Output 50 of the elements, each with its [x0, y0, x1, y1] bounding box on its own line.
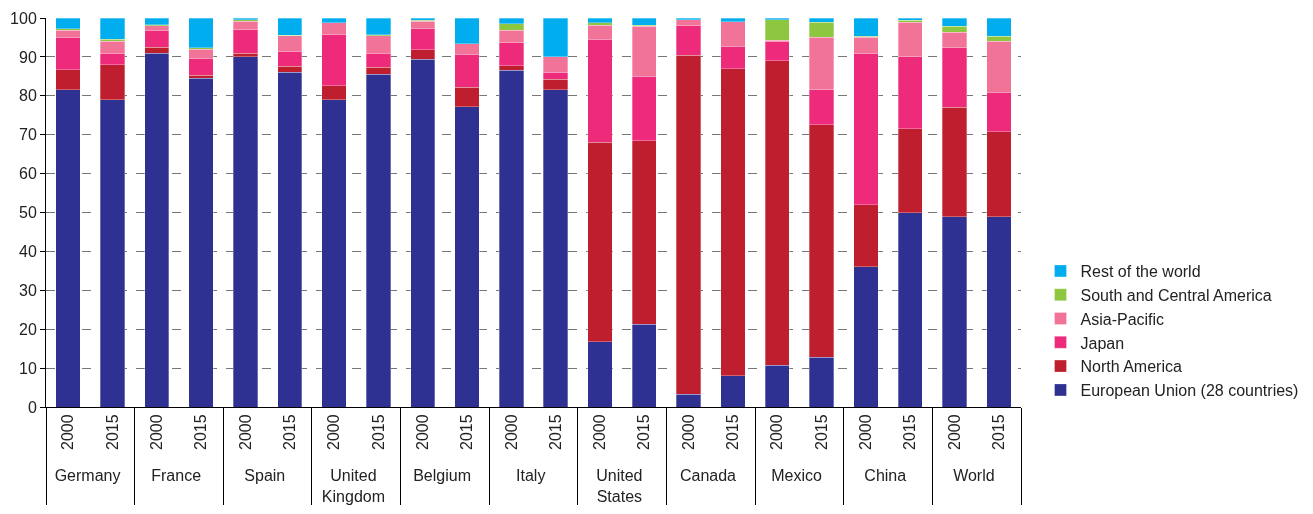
x-tick-label: 2000: [857, 414, 875, 450]
x-tick-label: 2015: [369, 414, 387, 450]
y-tick-label: 40: [19, 243, 37, 260]
text: Italy: [516, 466, 546, 484]
x-tick-label: 2015: [635, 414, 653, 450]
legend-label: European Union (28 countries): [1080, 382, 1299, 400]
x-tick-label: 2000: [59, 414, 77, 450]
y-tick-label: 80: [19, 87, 37, 105]
x-tick-label: 2000: [325, 414, 343, 450]
x-tick-label: 2015: [458, 414, 476, 450]
legend-label: Asia-Pacific: [1080, 310, 1165, 328]
text: World: [953, 466, 995, 484]
x-tick-label: 2015: [280, 414, 298, 450]
x-tick-label: 2015: [724, 414, 742, 450]
text: France: [151, 466, 202, 484]
legend-label: South and Central America: [1080, 286, 1272, 304]
x-tick-label: 2000: [768, 414, 786, 450]
text: United States: [596, 466, 643, 505]
x-tick-label: 2015: [546, 414, 564, 450]
x-tick-label: 2000: [236, 414, 254, 450]
x-tick-label: 2000: [679, 414, 697, 450]
text: Germany: [54, 466, 121, 484]
x-tick-label: 2015: [812, 414, 830, 450]
y-tick-label: 30: [19, 281, 37, 299]
legend-label: North America: [1080, 358, 1182, 376]
text: Mexico: [771, 466, 823, 484]
y-tick-label: 0: [27, 398, 37, 416]
x-tick-label: 2000: [945, 414, 963, 450]
text: China: [864, 466, 907, 484]
y-tick-label: 70: [19, 126, 37, 144]
y-tick-label: 10: [19, 359, 37, 377]
text: Canada: [679, 466, 737, 484]
x-tick-label: 2000: [591, 414, 609, 450]
text: United Kingdom: [321, 466, 386, 505]
x-tick-label: 2015: [192, 414, 210, 450]
text: Belgium: [413, 466, 471, 484]
x-tick-label: 2000: [502, 414, 520, 450]
legend-label: Japan: [1080, 334, 1125, 352]
text: Spain: [244, 466, 286, 484]
legend-label: Rest of the world: [1080, 263, 1201, 281]
x-tick-label: 2000: [148, 414, 165, 450]
y-tick-label: 50: [19, 204, 37, 222]
x-tick-label: 2015: [103, 414, 121, 450]
x-tick-label: 2015: [990, 414, 1008, 450]
x-tick-label: 2000: [413, 414, 431, 450]
y-tick-label: 90: [19, 48, 37, 66]
y-tick-label: 100: [10, 9, 37, 27]
x-tick-label: 2015: [901, 414, 919, 450]
y-tick-label: 20: [19, 320, 37, 338]
y-tick-label: 60: [19, 165, 37, 183]
